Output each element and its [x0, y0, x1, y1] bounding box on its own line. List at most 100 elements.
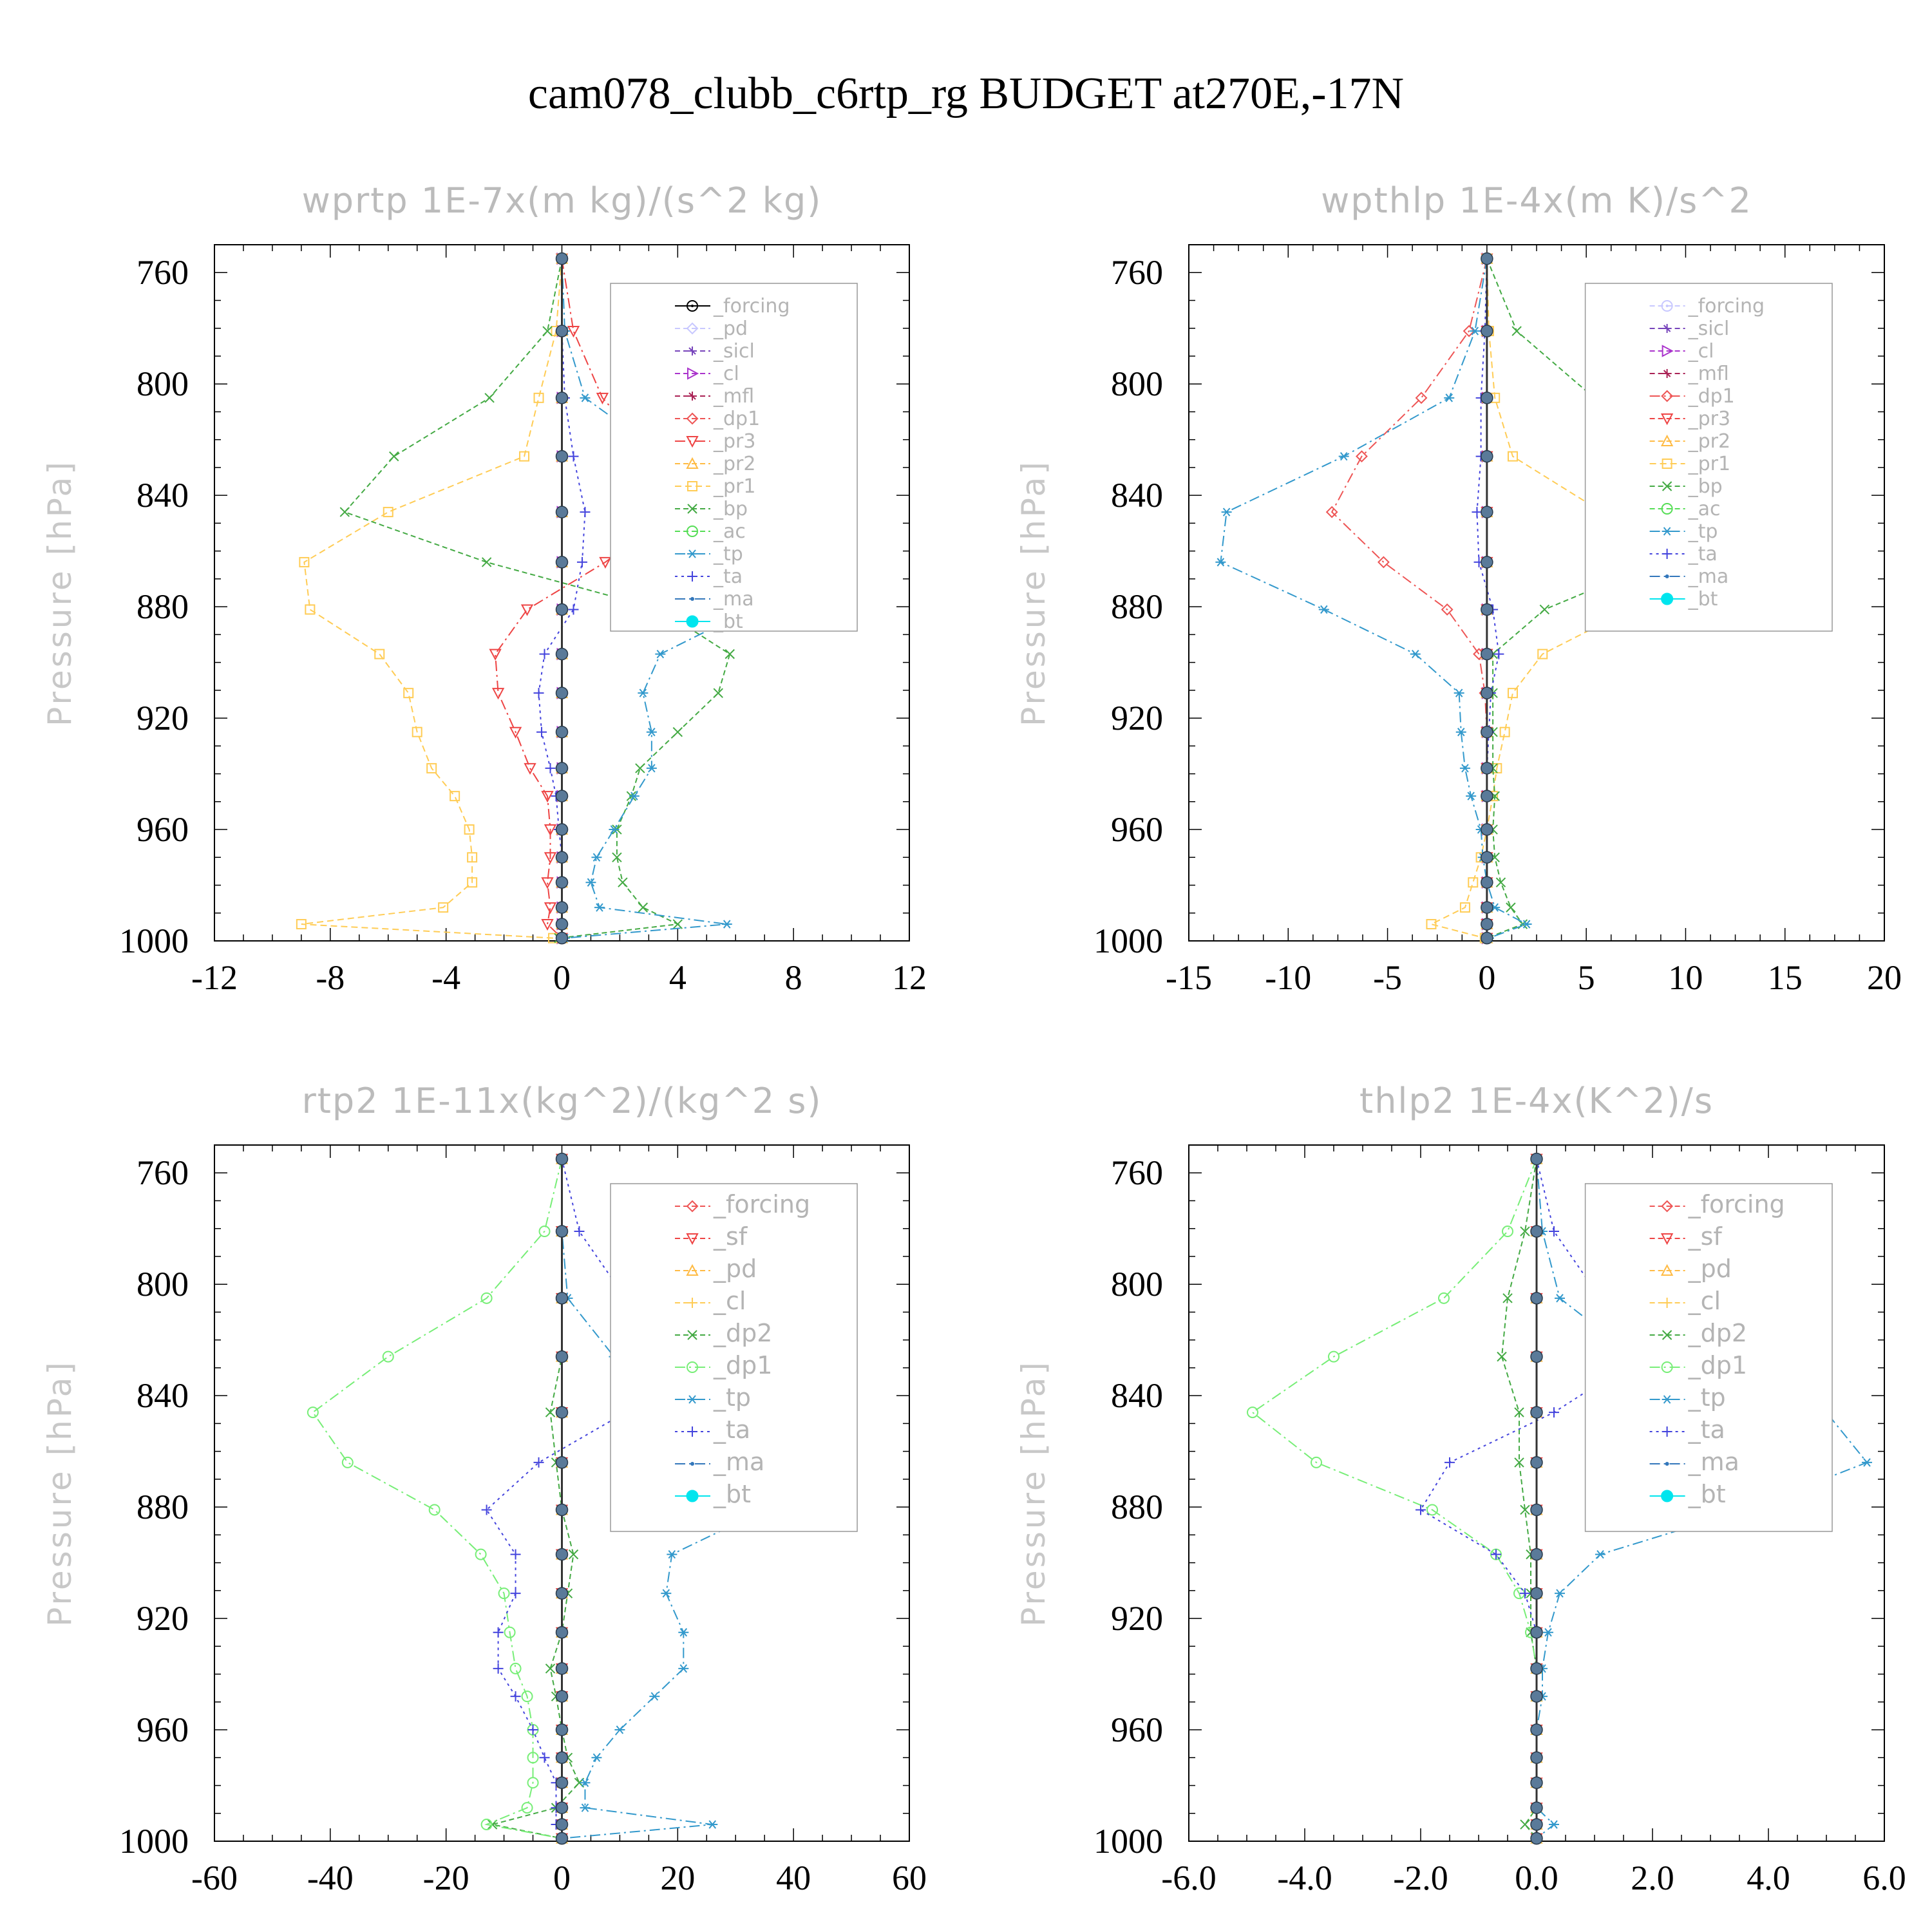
- y-axis-label: Pressure [hPa]: [1015, 1359, 1052, 1627]
- chart-panel-3: rtp2 1E-11x(kg^2)/(kg^2 s) Pressure [hPa]…: [41, 1081, 927, 1897]
- legend: _forcing_pd_sicl_cl_mfl_dp1_pr3_pr2_pr1_…: [610, 283, 858, 633]
- data-point: [1438, 1292, 1450, 1304]
- legend-entry: _bp: [675, 498, 748, 520]
- zero-profile-point: [555, 876, 569, 889]
- legend-label: _sf: [1688, 1222, 1723, 1251]
- data-point: [480, 1292, 493, 1304]
- data-point: [403, 688, 414, 699]
- legend-label: _pr2: [713, 453, 755, 475]
- legend-label: _ma: [713, 1448, 764, 1476]
- data-point: [1415, 392, 1428, 404]
- legend-entry: _pd: [675, 1255, 757, 1283]
- legend-marker: [1660, 1264, 1674, 1276]
- zero-profile-point: [1530, 1832, 1543, 1845]
- legend-entry: _forcing: [675, 1190, 810, 1218]
- legend-entry: _ac: [1649, 498, 1720, 520]
- legend-marker: [687, 1361, 699, 1373]
- legend-entry: _pr2: [675, 453, 755, 475]
- legend-entry: _ta: [675, 1416, 750, 1444]
- data-point: [1549, 1407, 1559, 1418]
- zero-profile-point: [1481, 325, 1493, 337]
- legend-marker: [1662, 1298, 1672, 1308]
- data-point: [678, 1664, 689, 1673]
- legend-marker: [687, 549, 698, 558]
- zero-profile-point: [555, 1292, 569, 1305]
- data-point: [542, 326, 553, 336]
- x-tick-label: 6.0: [1862, 1859, 1906, 1897]
- zero-profile-point: [1530, 1406, 1543, 1419]
- data-point: [1555, 1294, 1565, 1303]
- data-point: [568, 604, 579, 615]
- zero-profile-point: [1481, 918, 1493, 931]
- data-point: [467, 852, 478, 863]
- legend-entry: _ta: [675, 565, 743, 588]
- legend-entry: _dp1: [1649, 385, 1735, 408]
- zero-profile-point: [1530, 1456, 1543, 1469]
- legend-entry: _tp: [675, 1383, 751, 1412]
- legend-label: _tp: [1688, 1383, 1726, 1412]
- data-point: [539, 1752, 550, 1763]
- data-point: [1539, 604, 1550, 615]
- data-point: [374, 649, 385, 659]
- data-point: [533, 392, 544, 403]
- data-point: [544, 824, 557, 837]
- data-point: [533, 688, 544, 699]
- zero-profile-point: [555, 1587, 569, 1600]
- data-point: [524, 762, 536, 775]
- y-tick-label: 760: [137, 253, 189, 292]
- panel-title: wprtp 1E-7x(m kg)/(s^2 kg): [302, 180, 822, 221]
- x-tick-label: -5: [1373, 958, 1402, 997]
- legend-entry: _forcing: [1649, 1190, 1785, 1218]
- zero-profile-point: [1530, 1503, 1543, 1517]
- zero-profile-point: [555, 325, 569, 337]
- data-point: [1497, 1351, 1507, 1362]
- legend: _forcing _sf _pd _cl _dp2 _dp1 _tp _ta _ma _bt: [610, 1183, 858, 1532]
- legend-label: _ta: [1688, 543, 1718, 565]
- data-point: [527, 1725, 538, 1736]
- data-point: [1507, 688, 1518, 699]
- data-point: [541, 877, 554, 889]
- data-point: [667, 1549, 677, 1559]
- data-point: [538, 1226, 551, 1238]
- zero-profile-point: [1481, 556, 1493, 569]
- y-tick-label: 880: [1111, 1488, 1163, 1526]
- data-point: [539, 649, 550, 659]
- zero-profile-point: [555, 1456, 569, 1469]
- legend-marker: [687, 1395, 698, 1404]
- zero-profile-point: [555, 762, 569, 775]
- legend-marker: [1661, 1200, 1674, 1213]
- x-tick-label: 40: [776, 1859, 811, 1897]
- data-point: [307, 1406, 319, 1419]
- legend-entry: _bp: [1649, 475, 1723, 498]
- data-point: [484, 393, 495, 403]
- data-point: [596, 392, 609, 404]
- data-point: [672, 726, 683, 737]
- zero-profile-point: [1481, 931, 1493, 945]
- legend-marker: [687, 526, 699, 537]
- data-point: [1426, 919, 1437, 930]
- series_dp1: [307, 1153, 568, 1844]
- legend-marker: [690, 597, 695, 601]
- legend-entry: _tp: [675, 543, 743, 565]
- chart-panel-4: thlp2 1E-4x(K^2)/s Pressure [hPa] -6.0 -4.0…: [1015, 1081, 1906, 1897]
- y-tick-label: 1000: [119, 922, 189, 960]
- legend-marker: [686, 412, 699, 425]
- series_dp1: [1247, 1153, 1542, 1844]
- data-point: [527, 1777, 539, 1789]
- zero-profile-point: [555, 918, 569, 931]
- data-point: [1555, 1589, 1565, 1598]
- data-point: [480, 1819, 493, 1831]
- zero-profile-point: [555, 603, 569, 616]
- y-tick-label: 920: [1111, 1599, 1163, 1638]
- x-tick-label: -8: [316, 958, 345, 997]
- zero-profile-point: [555, 450, 569, 463]
- legend-entry: _ma: [675, 588, 754, 611]
- x-tick-label: -2.0: [1393, 1859, 1448, 1897]
- data-point: [1520, 1588, 1530, 1599]
- y-tick-label: 840: [1111, 1376, 1163, 1415]
- legend-entry: _ma: [1649, 565, 1728, 588]
- legend-label: _sicl: [1688, 317, 1730, 340]
- series_pr1: [296, 253, 567, 943]
- data-point: [1595, 1549, 1605, 1559]
